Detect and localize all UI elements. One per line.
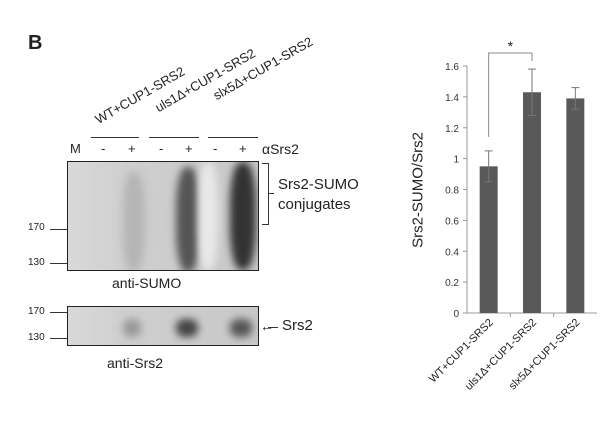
significance-label: *: [508, 38, 514, 54]
y-tick-label: 0.2: [445, 278, 459, 289]
mw-marker: 170: [28, 222, 45, 233]
mw-marker: 130: [28, 257, 45, 268]
mw-tick: [50, 229, 67, 230]
anti-sumo-blot: [67, 161, 259, 271]
y-tick-label: 1: [453, 155, 459, 166]
lane-sign: +: [239, 141, 247, 156]
y-tick-label: 0.6: [445, 216, 459, 227]
mw-marker: 130: [28, 332, 45, 343]
arrow-label: Srs2: [282, 317, 313, 334]
strain-underline: [149, 137, 199, 138]
mw-marker: 170: [28, 306, 45, 317]
y-tick-label: 0: [453, 309, 459, 320]
x-tick-label: uls1Δ+CUP1-SRS2: [463, 317, 539, 393]
y-tick-label: 1.4: [445, 93, 459, 104]
strain-underline: [208, 137, 258, 138]
mw-tick: [50, 263, 67, 264]
significance-bracket: [488, 52, 533, 137]
anti-srs2-blot: [67, 306, 259, 346]
bracket-label: conjugates: [278, 196, 351, 213]
bar: [523, 92, 541, 314]
bracket-label: Srs2-SUMO: [278, 176, 359, 193]
lane-marker: M: [70, 141, 81, 156]
y-tick-label: 1.6: [445, 62, 459, 73]
strain-underline: [91, 137, 139, 138]
top-blot-caption: anti-SUMO: [112, 275, 182, 291]
y-tick-label: 0.4: [445, 247, 459, 258]
lane-sign: -: [213, 141, 218, 156]
lane-sign: -: [101, 141, 106, 156]
lane-sign: -: [159, 141, 164, 156]
arrow-icon: ←: [260, 318, 274, 334]
y-tick-label: 0.8: [445, 186, 459, 197]
y-tick-label: 1.2: [445, 124, 459, 135]
bar: [566, 98, 585, 313]
ip-label: αSrs2: [262, 141, 299, 157]
bracket: [262, 163, 269, 225]
panel-label: B: [28, 32, 43, 54]
arrow-shaft: [268, 327, 278, 328]
lane-sign: +: [128, 141, 136, 156]
lane-sign: +: [185, 141, 193, 156]
mw-tick: [50, 312, 67, 313]
bracket-tick: [268, 193, 274, 194]
mw-tick: [50, 338, 67, 339]
bottom-blot-caption: anti-Srs2: [107, 355, 164, 371]
bar: [479, 166, 498, 313]
